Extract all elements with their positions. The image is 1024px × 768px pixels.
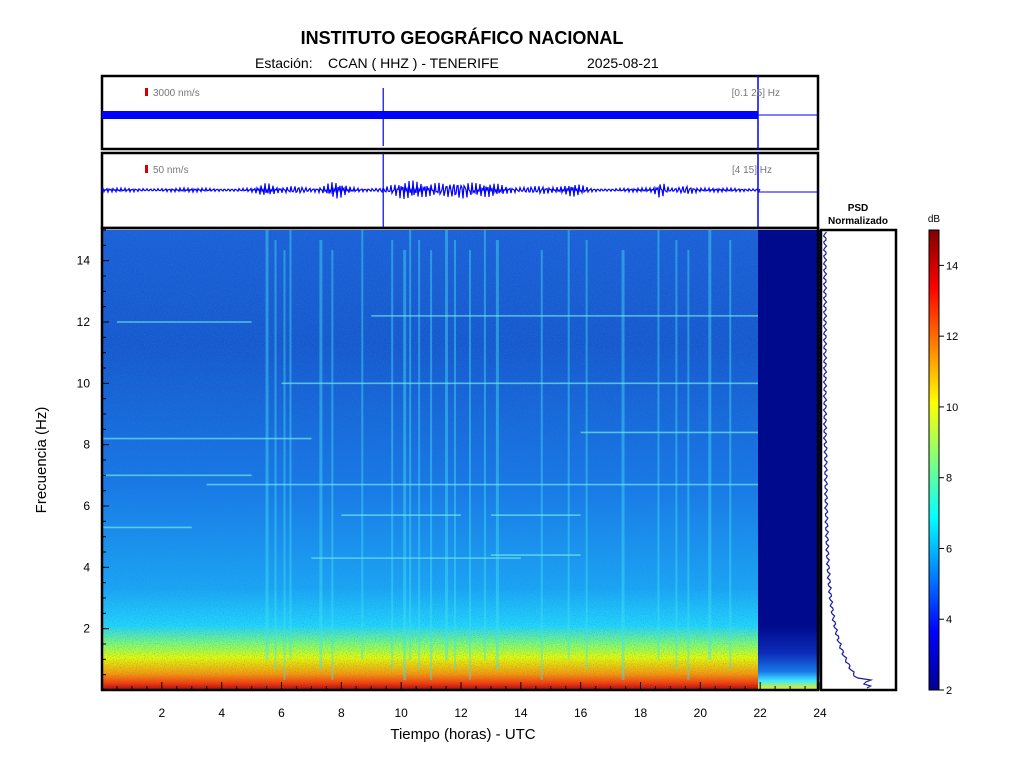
x-tick-label: 6 xyxy=(278,706,285,720)
transient-band xyxy=(283,250,286,680)
station-label: Estación: xyxy=(255,55,313,71)
y-tick-label: 2 xyxy=(83,622,90,636)
transient-band xyxy=(274,240,277,670)
station-name: CCAN ( HHZ ) - TENERIFE xyxy=(328,55,499,71)
transient-band xyxy=(567,230,570,660)
band-label-top: [0.1 25] Hz xyxy=(732,88,780,99)
transient-band xyxy=(418,240,421,670)
transient-band xyxy=(621,250,625,680)
scale-label-bottom: 50 nm/s xyxy=(153,165,189,176)
transient-band xyxy=(445,230,449,660)
y-tick-label: 6 xyxy=(83,499,90,513)
trace-panel-filtered: 50 nm/s [4 15] Hz xyxy=(100,151,820,230)
x-tick-label: 20 xyxy=(694,706,708,720)
scale-label-top: 3000 nm/s xyxy=(153,88,200,99)
colorbar-tick-label: 12 xyxy=(946,331,958,343)
date-label: 2025-08-21 xyxy=(587,55,659,71)
x-axis: 2 4 6 8 10 12 14 16 18 20 22 24 xyxy=(101,682,827,720)
transient-band xyxy=(675,240,678,670)
x-tick-label: 16 xyxy=(574,706,588,720)
colorbar: dB 2 4 6 8 10 12 14 xyxy=(928,214,958,697)
colorbar-tick-label: 2 xyxy=(946,685,952,697)
x-tick-label: 14 xyxy=(514,706,528,720)
psd-subtitle: Normalizado xyxy=(828,216,888,227)
colorbar-ticks: 2 4 6 8 10 12 14 xyxy=(939,260,958,697)
amplitude-scale-marker-top xyxy=(145,88,148,96)
transient-band xyxy=(289,230,292,660)
x-tick-label: 8 xyxy=(338,706,345,720)
transient-band xyxy=(409,230,412,660)
transient-band xyxy=(540,250,543,680)
y-axis: 2 4 6 8 10 12 14 xyxy=(77,229,109,691)
transient-band xyxy=(361,230,364,660)
colorbar-tick-label: 14 xyxy=(946,260,958,272)
colorbar-tick-label: 10 xyxy=(946,402,958,414)
transient-band xyxy=(687,250,690,680)
amplitude-scale-marker-bottom xyxy=(145,165,148,173)
y-tick-label: 10 xyxy=(77,376,91,390)
colorbar-label: dB xyxy=(928,214,941,225)
y-tick-label: 12 xyxy=(77,315,91,329)
seismic-trace-top xyxy=(102,111,758,119)
spectrogram-noise xyxy=(102,230,758,690)
colorbar-tick-label: 6 xyxy=(946,543,952,555)
x-tick-label: 12 xyxy=(454,706,468,720)
trace-panel-broadband: 3000 nm/s [0.1 25] Hz xyxy=(100,74,820,151)
spectrogram-frame xyxy=(100,226,820,692)
y-tick-label: 4 xyxy=(83,560,90,574)
transient-band xyxy=(265,230,269,660)
x-tick-label: 4 xyxy=(218,706,225,720)
transient-band xyxy=(403,250,407,680)
y-axis-label: Frecuencia (Hz) xyxy=(33,407,50,514)
seismic-trace-bottom xyxy=(101,180,761,200)
y-tick-label: 14 xyxy=(77,254,91,268)
transient-band xyxy=(319,240,323,670)
psd-frame xyxy=(819,228,898,692)
transient-band xyxy=(495,240,499,670)
page-title: INSTITUTO GEOGRÁFICO NACIONAL xyxy=(300,28,624,48)
colorbar-tick-label: 8 xyxy=(946,473,952,485)
x-tick-label: 24 xyxy=(813,706,827,720)
psd-title: PSD xyxy=(848,203,869,214)
x-tick-label: 18 xyxy=(634,706,648,720)
colorbar-tick-label: 4 xyxy=(946,614,952,626)
transient-band xyxy=(483,230,486,660)
x-tick-label: 10 xyxy=(394,706,408,720)
colorbar-gradient xyxy=(928,229,940,691)
psd-panel: PSD Normalizado xyxy=(819,203,898,692)
transient-band xyxy=(468,250,471,680)
psd-curve xyxy=(822,231,874,689)
spectrogram-no-data-region xyxy=(758,230,820,690)
y-tick-label: 8 xyxy=(83,438,90,452)
x-tick-label: 22 xyxy=(753,706,767,720)
transient-band xyxy=(391,240,394,670)
transient-band xyxy=(708,230,712,660)
transient-band xyxy=(454,240,457,670)
transient-band xyxy=(729,240,732,670)
transient-band xyxy=(657,230,660,660)
transient-band xyxy=(585,240,588,670)
band-label-bottom: [4 15] Hz xyxy=(732,165,772,176)
x-tick-label: 2 xyxy=(158,706,165,720)
transient-band xyxy=(430,250,433,680)
x-axis-label: Tiempo (horas) - UTC xyxy=(390,726,535,743)
transient-band xyxy=(331,250,334,680)
spectral-features xyxy=(102,230,758,680)
